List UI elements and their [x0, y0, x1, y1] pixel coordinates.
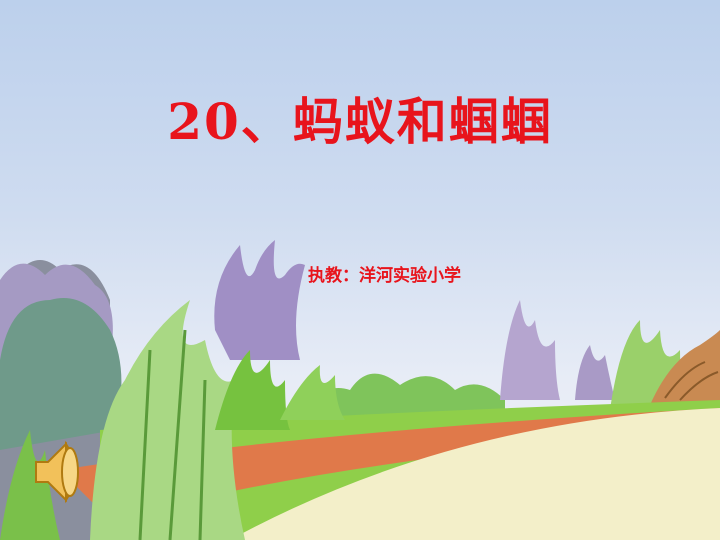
- purple-plant-mid: [500, 300, 560, 400]
- author-line: 执教：洋河实验小学: [308, 266, 461, 286]
- rock-right: [650, 330, 720, 405]
- slide-title: 20、蚂蚁和蝈蝈: [167, 92, 553, 151]
- speaker-icon[interactable]: [32, 436, 88, 508]
- teal-bush: [0, 298, 122, 450]
- grass-tuft-center: [215, 350, 290, 430]
- grass-tuft-left: [0, 430, 60, 540]
- leafy-plant-left: [90, 300, 245, 540]
- purple-plant-right: [575, 345, 615, 400]
- purple-tall-plant: [214, 240, 305, 360]
- grass-tuft-mid: [280, 365, 345, 420]
- path: [230, 408, 720, 540]
